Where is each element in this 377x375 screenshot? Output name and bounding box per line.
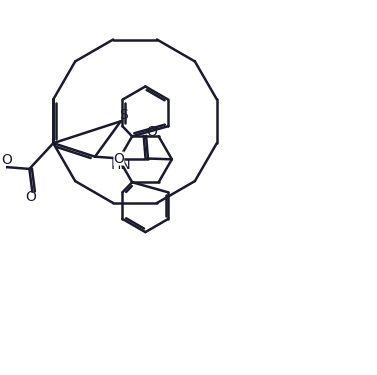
Text: S: S: [119, 108, 128, 122]
Text: HN: HN: [110, 158, 131, 172]
Text: O: O: [146, 125, 157, 139]
Text: O: O: [113, 152, 124, 165]
Text: O: O: [1, 153, 12, 168]
Text: O: O: [25, 190, 36, 204]
